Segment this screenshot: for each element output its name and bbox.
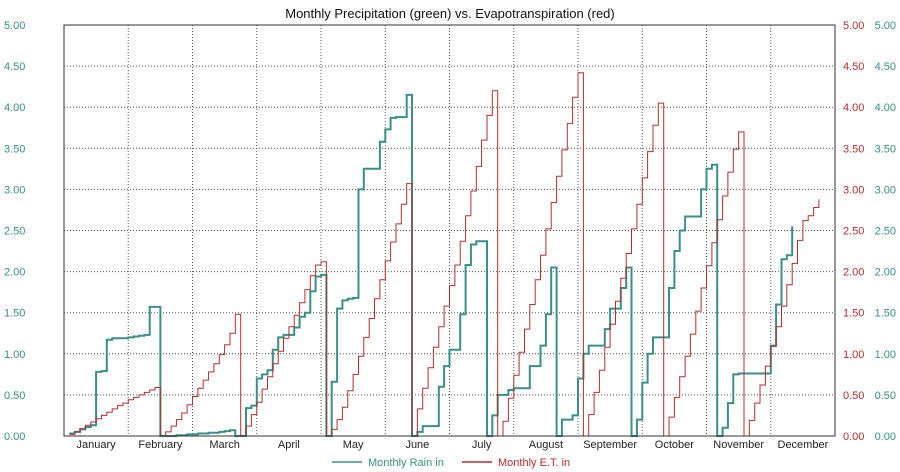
y-tick-right-inner: 0.00 <box>843 431 864 443</box>
y-tick-right-outer: 1.50 <box>875 308 896 320</box>
y-tick-left: 2.50 <box>4 226 25 238</box>
y-tick-left: 2.00 <box>4 267 25 279</box>
y-tick-left: 4.50 <box>4 61 25 73</box>
y-tick-right-inner: 1.00 <box>843 349 864 361</box>
y-tick-left: 1.00 <box>4 349 25 361</box>
y-tick-left: 0.00 <box>4 431 25 443</box>
y-tick-right-outer: 1.00 <box>875 349 896 361</box>
y-tick-left: 3.00 <box>4 184 25 196</box>
legend-label: Monthly Rain in <box>368 457 444 469</box>
y-tick-right-inner: 4.00 <box>843 102 864 114</box>
month-label-september: September <box>583 439 637 451</box>
right-axis-inner: 0.00 0.50 1.00 1.50 2.00 2.50 3.00 3.50 4.00 4.50… <box>843 20 864 443</box>
month-label-june: June <box>405 439 429 451</box>
month-labels: January February March April May June July Augu… <box>77 439 829 451</box>
y-tick-right-outer: 3.00 <box>875 184 896 196</box>
rain-series-line <box>69 93 794 437</box>
y-tick-right-inner: 1.50 <box>843 308 864 320</box>
y-tick-right-inner: 3.00 <box>843 184 864 196</box>
grid <box>64 25 835 436</box>
month-label-august: August <box>529 439 563 451</box>
y-tick-right-inner: 2.00 <box>843 267 864 279</box>
month-label-march: March <box>209 439 240 451</box>
et-series-line <box>69 72 820 437</box>
legend-label: Monthly E.T. in <box>498 457 570 469</box>
month-label-july: July <box>472 439 492 451</box>
right-axis-outer: 0.00 0.50 1.00 1.50 2.00 2.50 3.00 3.50 4.00 4.50… <box>875 20 896 443</box>
month-label-november: November <box>713 439 764 451</box>
y-tick-right-outer: 2.50 <box>875 226 896 238</box>
y-tick-left: 0.50 <box>4 390 25 402</box>
left-axis: 0.00 0.50 1.00 1.50 2.00 2.50 3.00 3.50 4.00 4.50… <box>4 20 25 443</box>
month-label-april: April <box>278 439 300 451</box>
y-tick-right-inner: 4.50 <box>843 61 864 73</box>
y-tick-right-inner: 2.50 <box>843 226 864 238</box>
month-label-january: January <box>77 439 117 451</box>
legend: Monthly Rain in Monthly E.T. in <box>332 457 570 469</box>
y-tick-left: 4.00 <box>4 102 25 114</box>
series-layer <box>69 72 820 437</box>
y-tick-right-outer: 4.00 <box>875 102 896 114</box>
y-tick-right-outer: 0.00 <box>875 431 896 443</box>
y-tick-left: 5.00 <box>4 20 25 32</box>
y-tick-right-outer: 2.00 <box>875 267 896 279</box>
y-tick-right-outer: 0.50 <box>875 390 896 402</box>
chart-title: Monthly Precipitation (green) vs. Evapot… <box>285 6 614 21</box>
y-tick-right-outer: 3.50 <box>875 143 896 155</box>
month-label-october: October <box>655 439 694 451</box>
y-tick-right-outer: 4.50 <box>875 61 896 73</box>
y-tick-right-inner: 3.50 <box>843 143 864 155</box>
y-tick-right-inner: 5.00 <box>843 20 864 32</box>
month-label-december: December <box>778 439 829 451</box>
y-tick-left: 3.50 <box>4 143 25 155</box>
y-tick-right-inner: 0.50 <box>843 390 864 402</box>
month-label-may: May <box>343 439 364 451</box>
y-tick-right-outer: 5.00 <box>875 20 896 32</box>
plot-frame <box>63 24 836 437</box>
y-tick-left: 1.50 <box>4 308 25 320</box>
month-label-february: February <box>138 439 183 451</box>
